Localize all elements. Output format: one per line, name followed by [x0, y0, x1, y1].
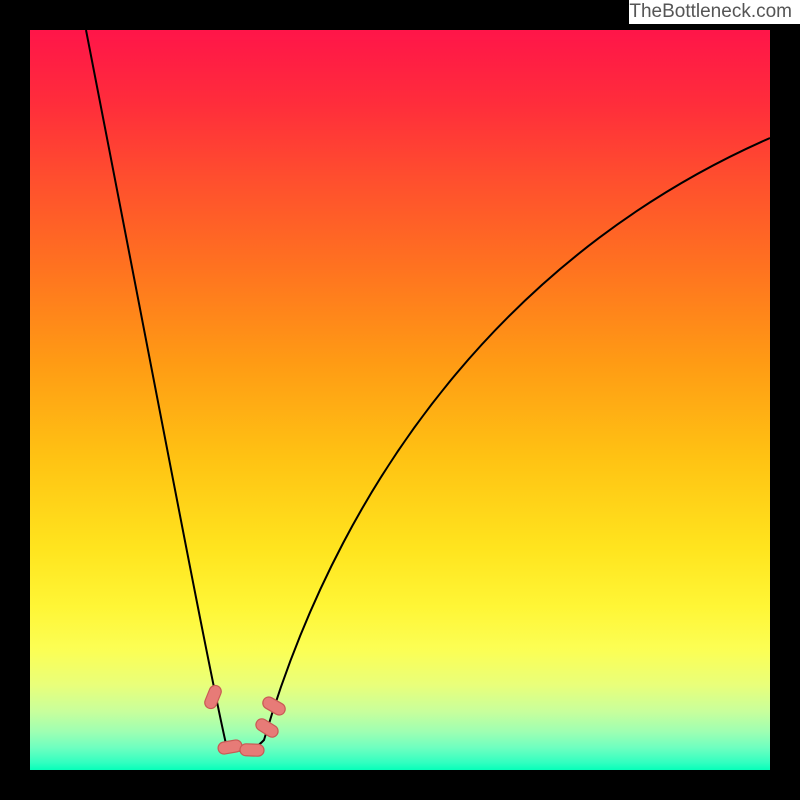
- curve-marker: [203, 684, 223, 711]
- curve-marker: [261, 695, 288, 717]
- curve-marker: [240, 744, 264, 757]
- curve-markers: [203, 684, 287, 757]
- plot-area: [30, 30, 770, 770]
- curve-marker: [254, 717, 281, 740]
- curve-layer: [30, 30, 770, 770]
- chart-frame: TheBottleneck.com: [0, 0, 800, 800]
- curve-marker: [217, 739, 243, 755]
- watermark-text: TheBottleneck.com: [629, 1, 792, 22]
- bottleneck-curve: [86, 30, 770, 751]
- watermark: TheBottleneck.com: [629, 0, 800, 24]
